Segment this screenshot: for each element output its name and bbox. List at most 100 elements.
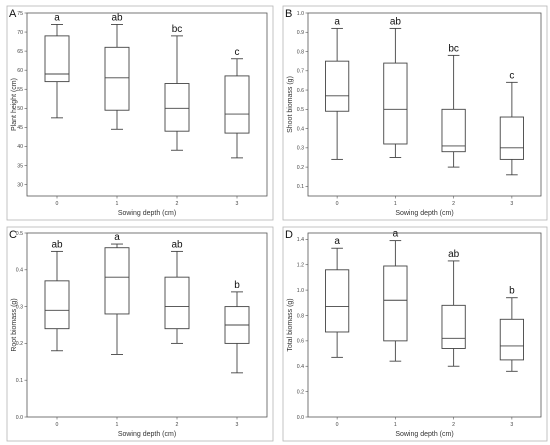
box-1: a (104, 232, 130, 355)
x-tick-label: 1 (394, 201, 397, 207)
plot-area (307, 232, 542, 418)
iqr-box (104, 46, 130, 111)
x-tick-label: 0 (56, 201, 59, 207)
significance-letter: bc (172, 24, 183, 35)
iqr-box (383, 62, 408, 145)
significance-letter: a (334, 236, 340, 247)
box-1: ab (383, 16, 408, 158)
y-tick-label: 0.4 (16, 268, 23, 274)
iqr-box (499, 318, 524, 361)
box-1: ab (104, 12, 130, 130)
panel-label: C (9, 229, 17, 241)
plot-area (26, 12, 268, 197)
x-tick-label: 0 (336, 422, 339, 428)
y-tick-label: 0.0 (297, 415, 304, 421)
significance-letter: a (54, 12, 60, 23)
significance-letter: ab (171, 239, 183, 250)
box-1: a (383, 229, 408, 362)
x-axis-title: Sowing depth (cm) (395, 210, 453, 217)
iqr-box (383, 265, 408, 342)
y-tick-label: 1.0 (297, 288, 304, 294)
y-tick-label: 70 (17, 30, 23, 36)
x-tick-label: 1 (394, 422, 397, 428)
y-tick-label: 0.3 (297, 146, 304, 152)
box-2: ab (164, 239, 190, 344)
y-tick-label: 65 (17, 49, 23, 55)
y-tick-label: 0.4 (297, 126, 304, 132)
y-tick-label: 30 (17, 182, 23, 188)
significance-letter: bc (448, 43, 459, 54)
panel-d: D 0.0 0.2 0.4 0.6 0.8 1.0 1.2 1.4 0 1 2 3 Sowing dept… (282, 226, 548, 442)
y-tick-label: 50 (17, 106, 23, 112)
y-tick-label: 1.0 (297, 11, 304, 17)
significance-letter: c (235, 47, 240, 58)
iqr-box (104, 247, 130, 315)
x-tick-label: 2 (452, 422, 455, 428)
y-tick-label: 0.8 (297, 49, 304, 55)
panel-label: A (9, 8, 17, 20)
y-tick-label: 0.1 (16, 378, 23, 384)
iqr-box (441, 304, 466, 349)
x-axis-title: Sowing depth (cm) (118, 210, 176, 217)
significance-letter: a (334, 16, 340, 27)
box-3: c (499, 70, 524, 176)
x-tick-label: 1 (116, 422, 119, 428)
significance-letter: ab (111, 12, 123, 23)
panel-c: C 0.0 0.1 0.2 0.3 0.4 0.5 0 1 2 3 Sowing depth (cm)… (6, 226, 274, 442)
iqr-box (224, 75, 250, 134)
x-axis-title: Sowing depth (cm) (118, 431, 176, 438)
y-tick-label: 0.2 (16, 341, 23, 347)
plot-area (26, 232, 268, 418)
significance-letter: a (114, 232, 120, 243)
x-tick-label: 2 (452, 201, 455, 207)
x-tick-label: 3 (510, 422, 513, 428)
x-tick-label: 1 (116, 201, 119, 207)
y-tick-label: 40 (17, 144, 23, 150)
y-tick-label: 0.5 (297, 107, 304, 113)
panel-label: B (285, 8, 292, 20)
significance-letter: ab (448, 249, 460, 260)
y-tick-label: 0.6 (297, 88, 304, 94)
panel-a: A 30 35 40 45 50 55 60 65 70 75 0 1 2 3 Sowing depth (c… (6, 5, 274, 221)
significance-letter: ab (51, 239, 63, 250)
y-tick-label: 75 (17, 11, 23, 17)
y-axis-title: Plant height (cm) (11, 78, 18, 131)
y-axis-title: Shoot biomass (g) (287, 76, 294, 133)
y-axis-title: Root biomass (g) (11, 298, 18, 351)
iqr-box (325, 60, 350, 112)
y-tick-label: 0.6 (297, 339, 304, 345)
box-0: a (44, 12, 70, 119)
box-3: c (224, 47, 250, 159)
plot-area (307, 12, 542, 197)
y-tick-label: 0.7 (297, 69, 304, 75)
y-tick-label: 0.2 (297, 165, 304, 171)
x-axis-title: Sowing depth (cm) (395, 431, 453, 438)
y-tick-label: 0.9 (297, 30, 304, 36)
y-tick-label: 0.3 (16, 304, 23, 310)
iqr-box (325, 269, 350, 333)
y-tick-label: 55 (17, 87, 23, 93)
significance-letter: b (509, 286, 515, 297)
box-3: b (224, 280, 250, 374)
iqr-box (499, 116, 524, 160)
box-0: ab (44, 239, 70, 352)
box-0: a (325, 236, 350, 358)
significance-letter: c (509, 70, 514, 81)
iqr-box (441, 108, 466, 153)
iqr-box (44, 280, 70, 330)
y-tick-label: 0.5 (16, 231, 23, 237)
y-tick-label: 1.4 (297, 237, 304, 243)
y-tick-label: 1.2 (297, 263, 304, 269)
box-3: b (499, 286, 524, 372)
x-tick-label: 0 (56, 422, 59, 428)
y-tick-label: 0.1 (297, 184, 304, 190)
box-2: ab (441, 249, 466, 367)
x-tick-label: 3 (236, 201, 239, 207)
significance-letter: ab (390, 16, 402, 27)
x-tick-label: 2 (176, 422, 179, 428)
significance-letter: b (234, 280, 240, 291)
y-tick-label: 45 (17, 125, 23, 131)
box-0: a (325, 16, 350, 160)
x-tick-label: 0 (336, 201, 339, 207)
